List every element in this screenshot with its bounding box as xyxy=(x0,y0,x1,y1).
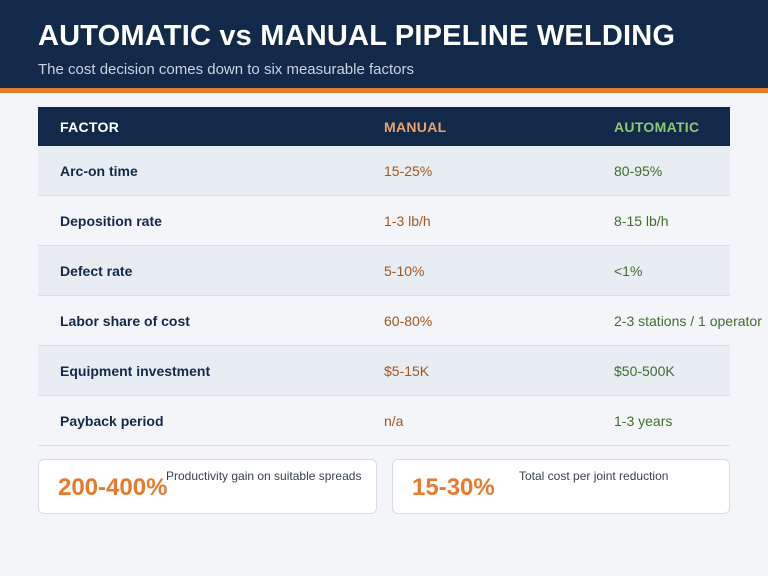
stat-value: 200-400% xyxy=(58,474,168,501)
manual-cell: 15-25% xyxy=(384,163,433,179)
factor-cell: Labor share of cost xyxy=(60,313,190,329)
factor-cell: Equipment investment xyxy=(60,363,211,379)
stat-label: Total cost per joint reduction xyxy=(519,469,669,483)
column-header-automatic: AUTOMATIC xyxy=(614,119,700,135)
column-header-manual: MANUAL xyxy=(384,119,447,135)
factor-cell: Payback period xyxy=(60,413,164,429)
header-accent-line xyxy=(0,88,768,93)
manual-cell: 1-3 lb/h xyxy=(384,213,431,229)
table-row: Equipment investment $5-15K $50-500K xyxy=(38,346,730,396)
stat-card-productivity: 200-400% Productivity gain on suitable s… xyxy=(38,459,377,514)
column-header-factor: FACTOR xyxy=(60,119,120,135)
page-title: AUTOMATIC vs MANUAL PIPELINE WELDING xyxy=(38,20,676,52)
manual-cell: 5-10% xyxy=(384,263,425,279)
stat-card-cost-reduction: 15-30% Total cost per joint reduction xyxy=(392,459,730,514)
manual-cell: 60-80% xyxy=(384,313,433,329)
manual-cell: n/a xyxy=(384,413,404,429)
automatic-cell: <1% xyxy=(614,263,643,279)
table-row: Arc-on time 15-25% 80-95% xyxy=(38,146,730,196)
header-bar: AUTOMATIC vs MANUAL PIPELINE WELDING The… xyxy=(0,0,768,88)
automatic-cell: 80-95% xyxy=(614,163,663,179)
page-subtitle: The cost decision comes down to six meas… xyxy=(38,61,415,78)
stat-label: Productivity gain on suitable spreads xyxy=(166,469,362,483)
factor-cell: Defect rate xyxy=(60,263,133,279)
table-row: Defect rate 5-10% <1% xyxy=(38,246,730,296)
table-row: Labor share of cost 60-80% 2-3 stations … xyxy=(38,296,762,346)
factor-cell: Arc-on time xyxy=(60,163,138,179)
table-header: FACTOR MANUAL AUTOMATIC xyxy=(38,107,730,146)
automatic-cell: 1-3 years xyxy=(614,413,673,429)
automatic-cell: 2-3 stations / 1 operator xyxy=(614,313,762,329)
factor-cell: Deposition rate xyxy=(60,213,162,229)
table-row: Payback period n/a 1-3 years xyxy=(38,396,730,446)
automatic-cell: 8-15 lb/h xyxy=(614,213,669,229)
comparison-table: FACTOR MANUAL AUTOMATIC Arc-on time 15-2… xyxy=(38,107,762,446)
manual-cell: $5-15K xyxy=(384,363,430,379)
automatic-cell: $50-500K xyxy=(614,363,675,379)
table-row: Deposition rate 1-3 lb/h 8-15 lb/h xyxy=(38,196,730,246)
stat-value: 15-30% xyxy=(412,474,495,501)
